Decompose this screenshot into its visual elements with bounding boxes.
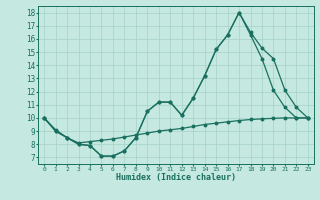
X-axis label: Humidex (Indice chaleur): Humidex (Indice chaleur): [116, 173, 236, 182]
